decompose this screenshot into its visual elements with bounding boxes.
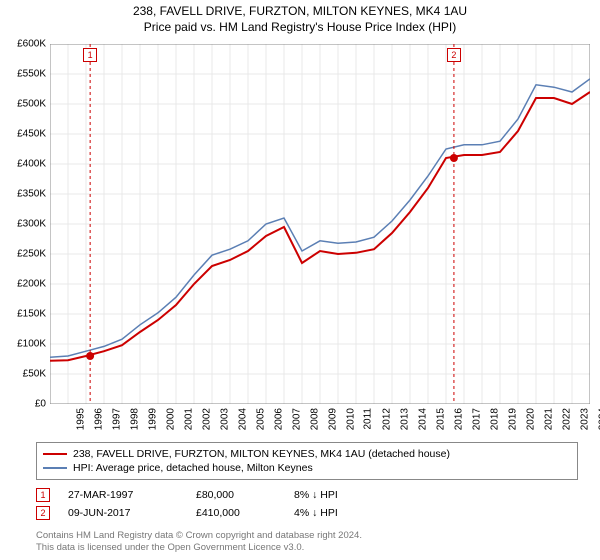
- y-tick-label: £550K: [17, 69, 46, 80]
- y-tick-label: £350K: [17, 189, 46, 200]
- x-tick-label: 2022: [561, 408, 572, 430]
- y-tick-label: £150K: [17, 309, 46, 320]
- x-tick-label: 1995: [75, 408, 86, 430]
- event-price: £410,000: [196, 507, 276, 519]
- y-tick-label: £250K: [17, 249, 46, 260]
- x-tick-label: 1996: [93, 408, 104, 430]
- y-tick-label: £50K: [23, 369, 46, 380]
- event-price: £80,000: [196, 489, 276, 501]
- x-tick-label: 2005: [255, 408, 266, 430]
- x-tick-label: 2003: [219, 408, 230, 430]
- legend-label: 238, FAVELL DRIVE, FURZTON, MILTON KEYNE…: [73, 448, 450, 460]
- y-tick-label: £400K: [17, 159, 46, 170]
- x-tick-label: 2004: [237, 408, 248, 430]
- event-date: 09-JUN-2017: [68, 507, 178, 519]
- x-tick-label: 2007: [291, 408, 302, 430]
- event-marker: 2: [36, 506, 50, 520]
- y-tick-label: £600K: [17, 39, 46, 50]
- x-tick-label: 2021: [543, 408, 554, 430]
- x-tick-label: 1998: [129, 408, 140, 430]
- y-tick-label: £500K: [17, 99, 46, 110]
- legend-item: HPI: Average price, detached house, Milt…: [43, 461, 571, 475]
- x-tick-label: 1997: [111, 408, 122, 430]
- event-table: 1 27-MAR-1997 £80,000 8% ↓ HPI 2 09-JUN-…: [36, 484, 384, 524]
- x-tick-label: 2023: [579, 408, 590, 430]
- event-marker: 1: [36, 488, 50, 502]
- y-tick-label: £450K: [17, 129, 46, 140]
- event-row: 2 09-JUN-2017 £410,000 4% ↓ HPI: [36, 506, 384, 520]
- chart-titles: 238, FAVELL DRIVE, FURZTON, MILTON KEYNE…: [0, 0, 600, 34]
- footer-line: This data is licensed under the Open Gov…: [36, 542, 362, 554]
- x-tick-label: 2016: [453, 408, 464, 430]
- x-tick-label: 2001: [183, 408, 194, 430]
- footer: Contains HM Land Registry data © Crown c…: [36, 530, 362, 554]
- x-tick-label: 2014: [417, 408, 428, 430]
- legend-label: HPI: Average price, detached house, Milt…: [73, 462, 313, 474]
- chart-marker: 1: [83, 48, 97, 62]
- chart-plot-area: [50, 44, 590, 404]
- y-tick-label: £100K: [17, 339, 46, 350]
- x-tick-label: 2012: [381, 408, 392, 430]
- chart-marker: 2: [447, 48, 461, 62]
- x-tick-label: 2013: [399, 408, 410, 430]
- legend: 238, FAVELL DRIVE, FURZTON, MILTON KEYNE…: [36, 442, 578, 480]
- x-tick-label: 2015: [435, 408, 446, 430]
- x-tick-label: 2019: [507, 408, 518, 430]
- x-tick-label: 2009: [327, 408, 338, 430]
- x-tick-label: 2000: [165, 408, 176, 430]
- x-tick-label: 2017: [471, 408, 482, 430]
- y-tick-label: £0: [35, 399, 46, 410]
- y-tick-label: £200K: [17, 279, 46, 290]
- footer-line: Contains HM Land Registry data © Crown c…: [36, 530, 362, 542]
- chart-subtitle: Price paid vs. HM Land Registry's House …: [0, 20, 600, 34]
- chart-svg: [50, 44, 590, 404]
- legend-item: 238, FAVELL DRIVE, FURZTON, MILTON KEYNE…: [43, 447, 571, 461]
- x-tick-label: 2002: [201, 408, 212, 430]
- chart-title: 238, FAVELL DRIVE, FURZTON, MILTON KEYNE…: [0, 4, 600, 18]
- event-row: 1 27-MAR-1997 £80,000 8% ↓ HPI: [36, 488, 384, 502]
- x-tick-label: 2011: [363, 408, 374, 430]
- event-date: 27-MAR-1997: [68, 489, 178, 501]
- x-tick-label: 2018: [489, 408, 500, 430]
- y-tick-label: £300K: [17, 219, 46, 230]
- legend-swatch: [43, 467, 67, 469]
- x-tick-label: 1999: [147, 408, 158, 430]
- event-hpi: 8% ↓ HPI: [294, 489, 384, 501]
- legend-swatch: [43, 453, 67, 455]
- x-tick-label: 2020: [525, 408, 536, 430]
- x-tick-label: 2008: [309, 408, 320, 430]
- event-hpi: 4% ↓ HPI: [294, 507, 384, 519]
- x-tick-label: 2006: [273, 408, 284, 430]
- x-tick-label: 2010: [345, 408, 356, 430]
- chart-container: { "title_line1": "238, FAVELL DRIVE, FUR…: [0, 0, 600, 560]
